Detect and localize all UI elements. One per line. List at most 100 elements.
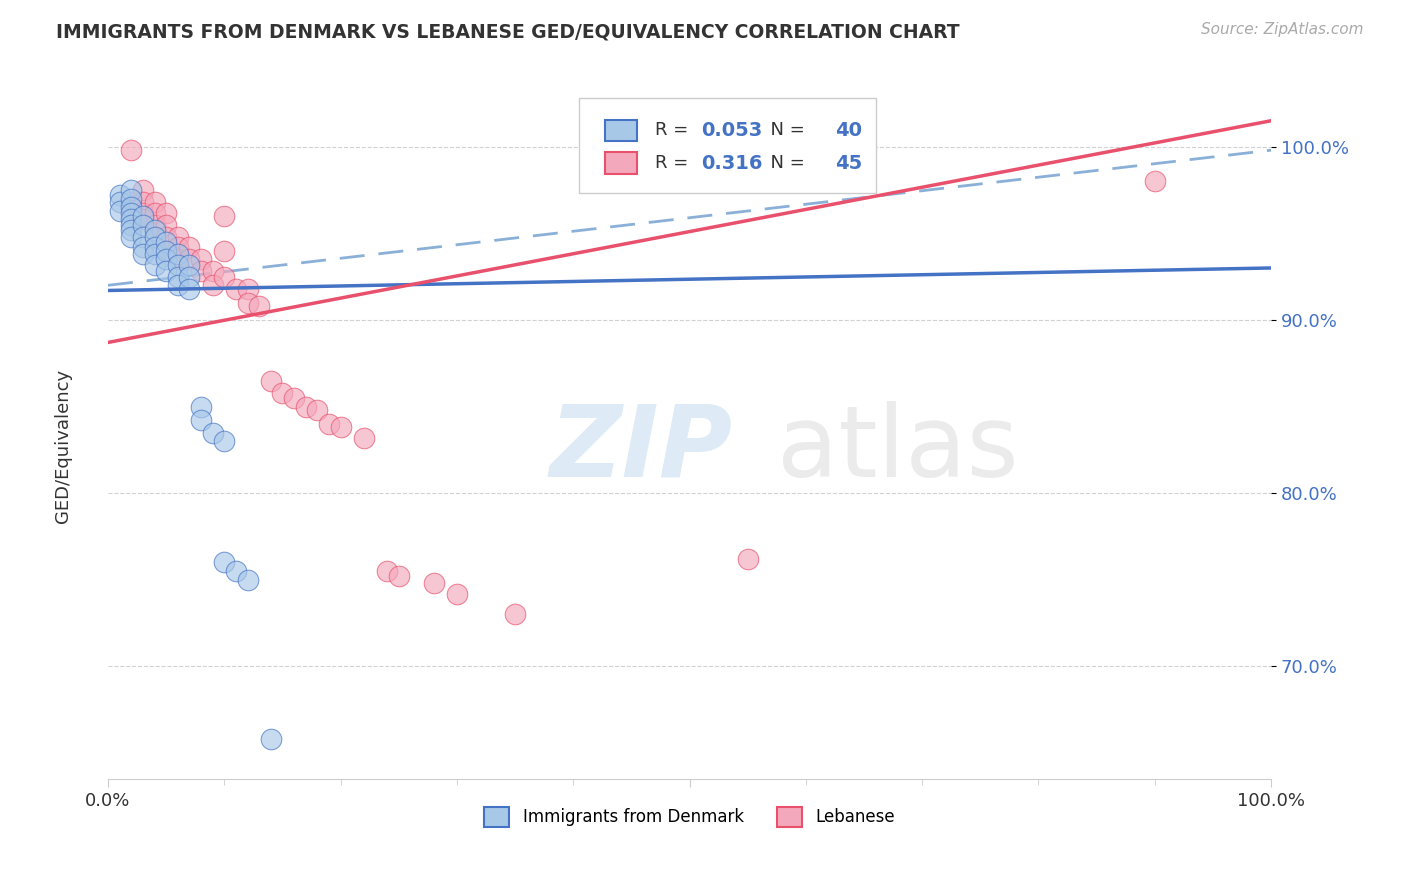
Point	[179, 258, 201, 272]
Point	[132, 240, 155, 254]
Point	[143, 258, 166, 272]
Point	[201, 278, 224, 293]
Point	[214, 556, 236, 570]
Point	[108, 188, 131, 202]
Point	[132, 247, 155, 261]
Text: R =: R =	[655, 121, 693, 139]
Point	[179, 252, 201, 267]
Text: Source: ZipAtlas.com: Source: ZipAtlas.com	[1201, 22, 1364, 37]
Point	[214, 269, 236, 284]
Point	[307, 403, 329, 417]
Point	[143, 195, 166, 210]
Point	[236, 282, 259, 296]
Point	[190, 413, 212, 427]
Point	[143, 229, 166, 244]
Point	[446, 586, 468, 600]
Text: R =: R =	[655, 154, 693, 172]
Point	[132, 183, 155, 197]
Point	[120, 183, 142, 197]
Point	[132, 218, 155, 232]
Point	[236, 573, 259, 587]
Point	[214, 244, 236, 258]
Point	[247, 299, 270, 313]
Point	[120, 223, 142, 237]
Text: 0.316: 0.316	[702, 153, 762, 172]
Point	[236, 295, 259, 310]
Text: N =: N =	[759, 154, 811, 172]
Point	[294, 400, 316, 414]
Point	[143, 240, 166, 254]
Point	[143, 205, 166, 219]
Text: atlas: atlas	[776, 401, 1018, 498]
Point	[120, 229, 142, 244]
Point	[108, 203, 131, 218]
Point	[190, 400, 212, 414]
Point	[329, 420, 352, 434]
Point	[1143, 174, 1166, 188]
Point	[166, 252, 188, 267]
Point	[155, 264, 177, 278]
Point	[179, 269, 201, 284]
Point	[225, 564, 247, 578]
Point	[166, 258, 188, 272]
Point	[225, 282, 247, 296]
Point	[155, 252, 177, 267]
Point	[260, 732, 283, 747]
Point	[271, 385, 294, 400]
Point	[201, 425, 224, 440]
Point	[375, 564, 398, 578]
Point	[260, 374, 283, 388]
Point	[166, 229, 188, 244]
Point	[120, 195, 142, 210]
Point	[353, 431, 375, 445]
Point	[155, 205, 177, 219]
Text: N =: N =	[759, 121, 811, 139]
Point	[318, 417, 340, 431]
Point	[190, 264, 212, 278]
Text: GED/Equivalency: GED/Equivalency	[55, 369, 72, 523]
Point	[166, 247, 188, 261]
Text: 45: 45	[835, 153, 862, 172]
Point	[214, 434, 236, 449]
Point	[155, 244, 177, 258]
Point	[120, 143, 142, 157]
Point	[143, 229, 166, 244]
Text: ZIP: ZIP	[550, 401, 733, 498]
Point	[155, 244, 177, 258]
Point	[132, 212, 155, 227]
Point	[120, 192, 142, 206]
Point	[179, 240, 201, 254]
Point	[120, 218, 142, 232]
FancyBboxPatch shape	[605, 153, 637, 174]
Point	[166, 269, 188, 284]
Point	[190, 252, 212, 267]
Point	[283, 391, 305, 405]
Point	[737, 552, 759, 566]
Point	[422, 576, 444, 591]
Legend: Immigrants from Denmark, Lebanese: Immigrants from Denmark, Lebanese	[478, 800, 901, 834]
Point	[201, 264, 224, 278]
Point	[143, 247, 166, 261]
Point	[503, 607, 526, 622]
Point	[179, 282, 201, 296]
Point	[120, 205, 142, 219]
Point	[132, 205, 155, 219]
Text: IMMIGRANTS FROM DENMARK VS LEBANESE GED/EQUIVALENCY CORRELATION CHART: IMMIGRANTS FROM DENMARK VS LEBANESE GED/…	[56, 22, 960, 41]
Point	[120, 212, 142, 227]
Point	[143, 223, 166, 237]
Point	[155, 218, 177, 232]
Point	[132, 195, 155, 210]
Point	[388, 569, 411, 583]
Point	[132, 209, 155, 223]
Point	[166, 240, 188, 254]
Point	[166, 278, 188, 293]
Point	[143, 218, 166, 232]
Point	[108, 195, 131, 210]
Point	[214, 209, 236, 223]
Point	[155, 235, 177, 249]
Point	[155, 229, 177, 244]
Text: 40: 40	[835, 120, 862, 139]
Point	[120, 200, 142, 214]
Point	[132, 229, 155, 244]
Text: 0.053: 0.053	[702, 120, 762, 139]
